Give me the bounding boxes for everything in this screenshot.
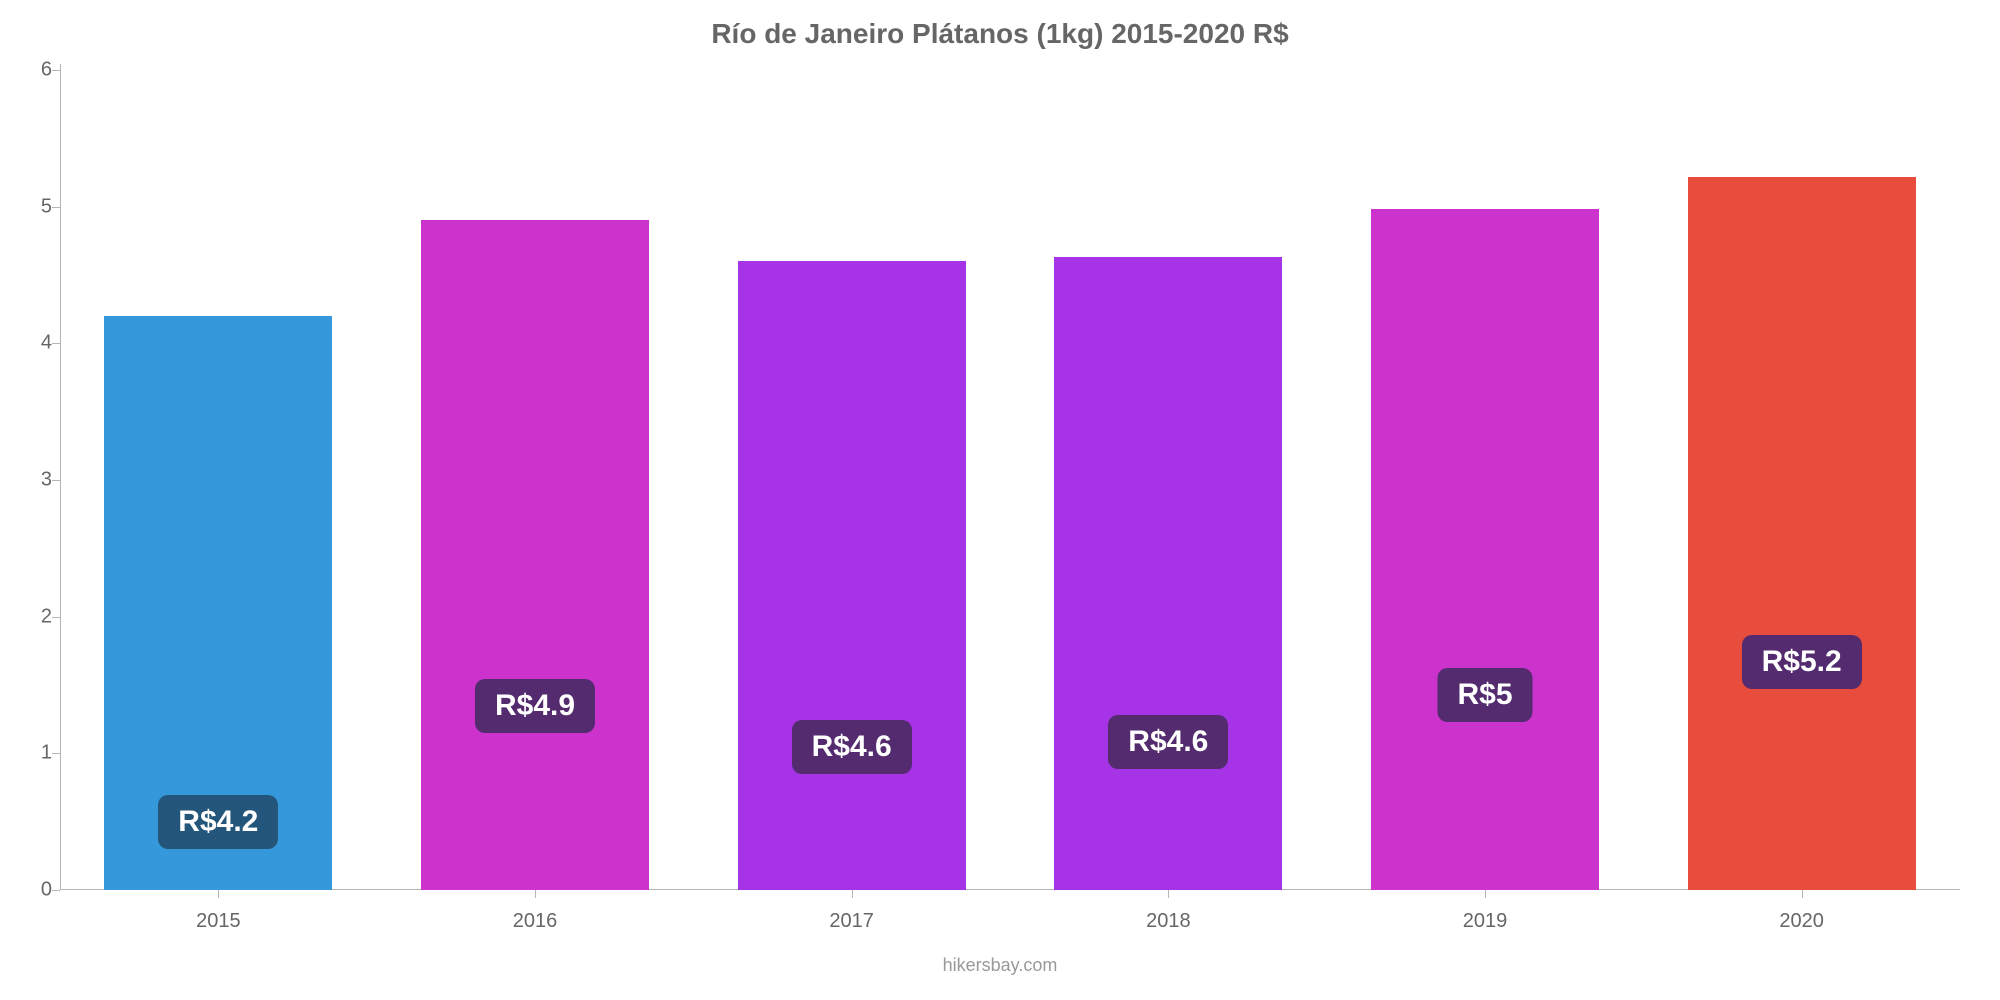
y-axis-tick-label: 0	[12, 879, 52, 902]
x-axis-tick-label: 2019	[1463, 910, 1508, 933]
x-axis-tick	[535, 890, 536, 898]
bar: R$4.6	[1054, 257, 1282, 890]
y-axis-tick-label: 6	[12, 59, 52, 82]
y-axis-tick-label: 5	[12, 195, 52, 218]
x-axis-tick-label: 2015	[196, 910, 241, 933]
chart-container: Río de Janeiro Plátanos (1kg) 2015-2020 …	[0, 0, 2000, 1000]
y-axis-tick	[52, 890, 60, 891]
y-axis-tick	[52, 617, 60, 618]
x-axis-tick-label: 2016	[513, 910, 558, 933]
bar-value-label: R$4.6	[1108, 715, 1228, 769]
x-axis-tick	[1168, 890, 1169, 898]
bar: R$5.2	[1688, 177, 1916, 890]
y-axis-tick-label: 4	[12, 332, 52, 355]
y-axis-tick	[52, 753, 60, 754]
bar-value-label: R$5	[1437, 668, 1532, 722]
bars-layer: R$4.2 R$4.9 R$4.6 R$4.6 R$5 R$5.2	[60, 70, 1960, 890]
y-axis-tick	[52, 480, 60, 481]
x-axis-tick-label: 2020	[1779, 910, 1824, 933]
x-axis-tick	[1485, 890, 1486, 898]
bar: R$4.6	[738, 261, 966, 890]
bar: R$4.9	[421, 220, 649, 890]
x-axis-tick	[218, 890, 219, 898]
chart-title: Río de Janeiro Plátanos (1kg) 2015-2020 …	[0, 18, 2000, 50]
x-axis-tick	[852, 890, 853, 898]
x-axis-tick-label: 2018	[1146, 910, 1191, 933]
x-axis-tick	[1802, 890, 1803, 898]
bar: R$5	[1371, 209, 1599, 890]
y-axis-tick	[52, 207, 60, 208]
y-axis-tick-label: 2	[12, 605, 52, 628]
y-axis-tick	[52, 343, 60, 344]
plot-area: R$4.2R$4.9R$4.6R$4.6R$5R$5.2 01234562015…	[60, 70, 1960, 890]
bar-value-label: R$4.6	[792, 720, 912, 774]
x-axis-tick-label: 2017	[829, 910, 874, 933]
y-axis-tick	[52, 70, 60, 71]
bar-value-label: R$4.9	[475, 679, 595, 733]
bar-value-label: R$5.2	[1742, 635, 1862, 689]
y-axis-tick-label: 3	[12, 469, 52, 492]
y-axis-tick-label: 1	[12, 742, 52, 765]
chart-footer: hikersbay.com	[0, 955, 2000, 976]
bar-value-label: R$4.2	[158, 795, 278, 849]
bar: R$4.2	[104, 316, 332, 890]
